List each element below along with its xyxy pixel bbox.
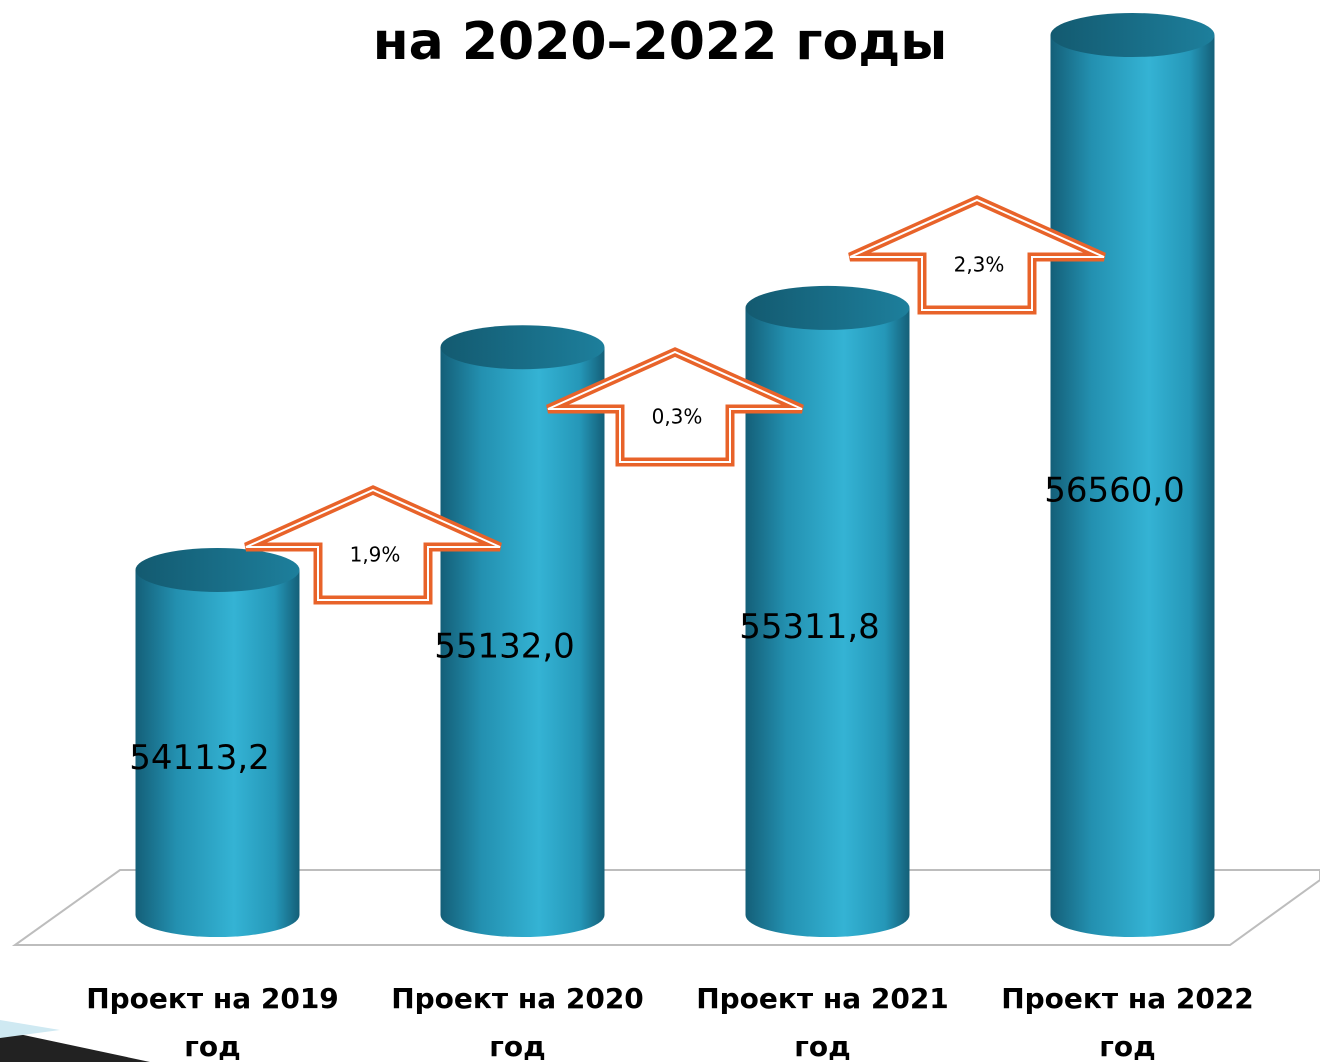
x-tick-label: Проект на 2020 год — [391, 982, 644, 1062]
x-tick-label: Проект на 2022 год — [1001, 982, 1254, 1062]
chart-title: на 2020–2022 годы — [373, 12, 948, 72]
x-tick-label: Проект на 2019 год — [86, 982, 339, 1062]
bar — [135, 547, 300, 937]
bar-top — [135, 547, 300, 592]
x-tick-label-line: Проект на 2022 — [1001, 982, 1254, 1015]
value-label: 54113,2 — [129, 738, 270, 778]
bar-top — [1050, 13, 1215, 57]
bar — [440, 325, 605, 938]
value-label: 56560,0 — [1044, 471, 1185, 511]
bar-top — [745, 285, 910, 330]
bar — [745, 285, 910, 938]
bar-top — [440, 325, 605, 370]
slide-decoration — [0, 1020, 60, 1038]
annotation: 0,3% — [652, 405, 703, 429]
value-label: 55311,8 — [739, 607, 880, 647]
growth-arrow-inner — [849, 198, 1105, 311]
x-tick-label: Проект на 2021 год — [696, 982, 949, 1062]
bar-body — [440, 347, 605, 938]
x-tick-label-line: Проект на 2019 — [86, 982, 339, 1015]
annotation: 1,9% — [350, 543, 401, 567]
x-tick-label-line: год — [184, 1030, 240, 1062]
x-tick-label-line: Проект на 2021 — [696, 982, 949, 1015]
annotation: 2,3% — [954, 253, 1005, 277]
x-tick-label-line: год — [489, 1030, 545, 1062]
x-tick-label-line: Проект на 2020 — [391, 982, 644, 1015]
growth-arrow-inner — [547, 350, 803, 463]
x-tick-label-line: год — [794, 1030, 850, 1062]
slide-decoration — [0, 1030, 150, 1062]
x-tick-label-line: год — [1099, 1030, 1155, 1062]
growth-arrow-inner — [245, 488, 501, 601]
bar-body — [135, 569, 300, 937]
bar-body — [745, 307, 910, 938]
value-label: 55132,0 — [434, 627, 575, 667]
